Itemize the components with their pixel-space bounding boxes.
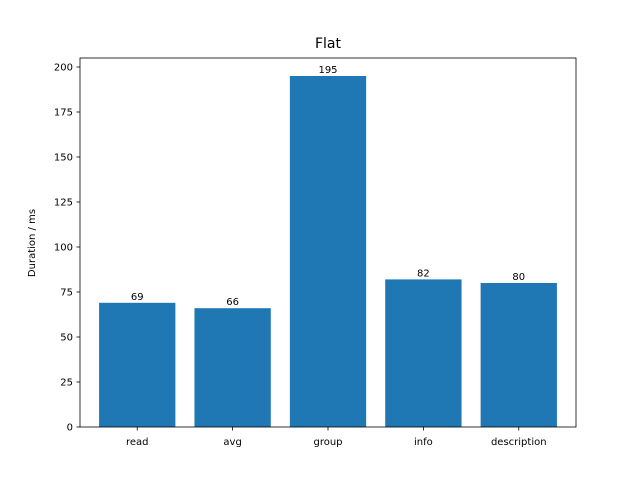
y-tick-label: 200	[54, 63, 73, 74]
y-axis-label: Duration / ms	[27, 209, 38, 277]
bar-value-label: 69	[131, 292, 144, 303]
bar-read	[99, 302, 176, 427]
x-tick-label: group	[313, 437, 342, 448]
bar-group	[289, 76, 367, 427]
bar-description	[480, 283, 557, 427]
chart-title: Flat	[315, 36, 342, 52]
bar-value-label: 195	[318, 65, 337, 76]
y-tick-label: 25	[60, 378, 73, 389]
bar-avg	[194, 308, 271, 427]
x-tick-label: description	[491, 437, 547, 448]
bar-info	[385, 279, 462, 427]
x-tick-label: avg	[223, 437, 241, 448]
plot-frame	[79, 57, 577, 428]
y-tick-label: 100	[54, 243, 73, 254]
y-tick-label: 0	[67, 423, 73, 434]
y-tick-label: 150	[54, 153, 73, 164]
x-axis: read avg group info description	[126, 427, 547, 448]
bar-value-label: 82	[417, 268, 430, 279]
y-axis: 0 25 50 75 100 125 150 175 200	[54, 63, 80, 434]
x-tick-label: info	[414, 437, 433, 448]
x-tick-label: read	[126, 437, 149, 448]
bars	[99, 76, 557, 427]
y-tick-label: 125	[54, 198, 73, 209]
bar-value-label: 80	[512, 272, 525, 283]
y-tick-label: 50	[60, 333, 73, 344]
bar-value-label: 66	[226, 297, 239, 308]
y-tick-label: 175	[54, 108, 73, 119]
y-tick-label: 75	[60, 288, 73, 299]
data-labels: 69 66 195 82 80	[131, 65, 525, 308]
